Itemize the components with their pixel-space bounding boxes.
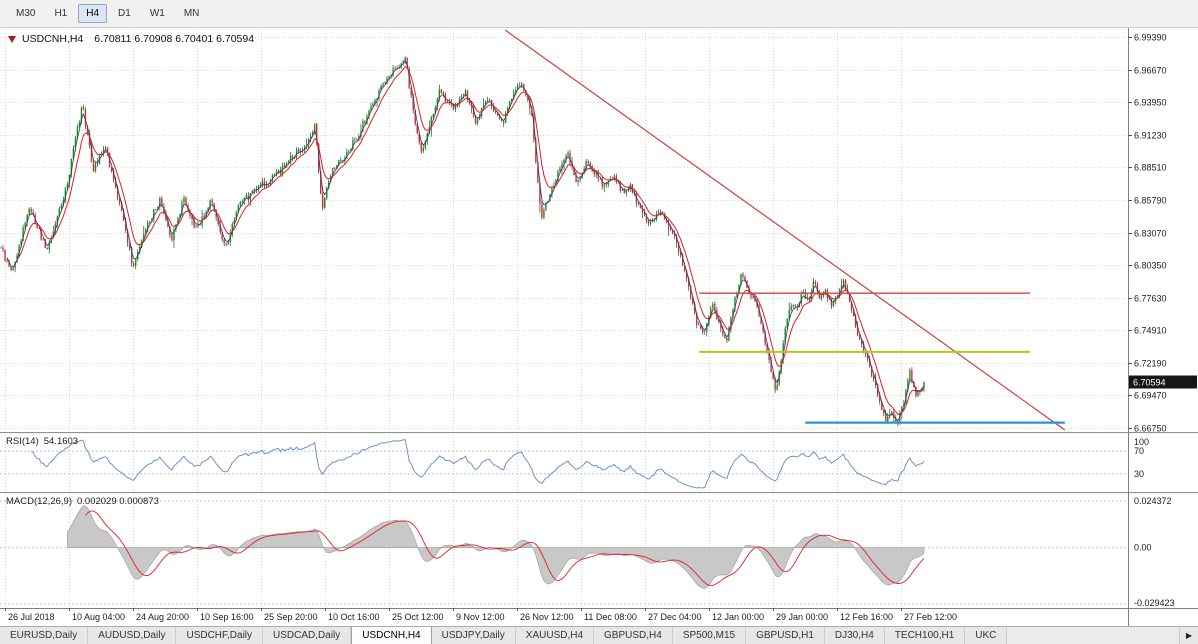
timeframe-button-w1[interactable]: W1 xyxy=(149,8,165,19)
svg-text:6.66750: 6.66750 xyxy=(1134,424,1167,434)
svg-text:6.93950: 6.93950 xyxy=(1134,98,1167,108)
candles-down xyxy=(0,57,917,423)
svg-text:12 Jan 00:00: 12 Jan 00:00 xyxy=(712,612,764,622)
ma-fast-line[interactable] xyxy=(16,66,925,415)
svg-text:6.77630: 6.77630 xyxy=(1134,294,1167,304)
one-click-trading-icon[interactable] xyxy=(8,35,16,43)
svg-text:30: 30 xyxy=(1134,469,1144,479)
svg-text:29 Jan 00:00: 29 Jan 00:00 xyxy=(776,612,828,622)
svg-text:11 Dec 08:00: 11 Dec 08:00 xyxy=(584,612,637,622)
chart-area[interactable]: 6.99390 6.96670 6.93950 6.91230 6.88510 6.857… xyxy=(0,28,1198,626)
svg-text:10 Sep 16:00: 10 Sep 16:00 xyxy=(200,612,254,622)
svg-text:6.96670: 6.96670 xyxy=(1134,66,1167,76)
timeframe-button-d1[interactable]: D1 xyxy=(118,8,131,19)
svg-text:6.85790: 6.85790 xyxy=(1134,196,1167,206)
svg-text:6.72190: 6.72190 xyxy=(1134,359,1167,369)
rsi-value: 54.1603 xyxy=(43,436,79,447)
rsi-line xyxy=(30,439,925,489)
timeframe-button-h1[interactable]: H1 xyxy=(54,8,68,19)
time-axis[interactable]: 26 Jul 2018 10 Aug 04:00 24 Aug 20:00 10 Se… xyxy=(5,608,958,622)
svg-text:-0.029423: -0.029423 xyxy=(1134,598,1175,608)
chart-tab-ukc[interactable]: UKC xyxy=(965,627,1008,644)
timeframe-button-m30[interactable]: M30 xyxy=(16,8,36,19)
candle-wicks xyxy=(0,56,925,427)
chart-tab-usdcnh-h4[interactable]: USDCNH,H4 xyxy=(351,627,432,644)
price-axis[interactable]: 6.99390 6.96670 6.93950 6.91230 6.88510 6.857… xyxy=(1128,33,1167,434)
rsi-title: RSI(14) xyxy=(6,436,39,447)
chart-tab-gbpusd-h1[interactable]: GBPUSD,H1 xyxy=(746,627,825,644)
macd-axis[interactable]: 0.024372 0.00 -0.029423 xyxy=(1134,496,1175,608)
timeframe-toolbar: M30 H1 H4 D1 W1 MN xyxy=(0,0,1198,28)
svg-text:26 Nov 12:00: 26 Nov 12:00 xyxy=(520,612,574,622)
vertical-grid xyxy=(5,30,902,608)
svg-text:27 Feb 12:00: 27 Feb 12:00 xyxy=(904,612,957,622)
candles-up xyxy=(6,57,925,423)
svg-text:0.024372: 0.024372 xyxy=(1134,496,1172,506)
svg-text:6.99390: 6.99390 xyxy=(1134,33,1167,43)
svg-text:100: 100 xyxy=(1134,437,1149,447)
chart-tab-eurusd-daily[interactable]: EURUSD,Daily xyxy=(0,627,89,644)
svg-text:0.00: 0.00 xyxy=(1134,543,1152,553)
rsi-level-lines xyxy=(0,450,1128,475)
chart-symbol-ohlc: USDCNH,H4 6.70811 6.70908 6.70401 6.7059… xyxy=(8,33,254,45)
svg-text:6.88510: 6.88510 xyxy=(1134,163,1167,173)
chart-tabs: EURUSD,Daily AUDUSD,Daily USDCHF,Daily USDC… xyxy=(0,627,1008,644)
chart-tab-usdjpy-daily[interactable]: USDJPY,Daily xyxy=(431,627,516,644)
rsi-indicator-label: RSI(14) 54.1603 xyxy=(6,436,78,447)
panel-splitters[interactable] xyxy=(0,432,1198,494)
svg-text:70: 70 xyxy=(1134,446,1144,456)
chart-tab-tech100-h1[interactable]: TECH100,H1 xyxy=(884,627,966,644)
ma-slow-line[interactable] xyxy=(6,59,925,422)
svg-text:6.83070: 6.83070 xyxy=(1134,229,1167,239)
svg-text:6.69470: 6.69470 xyxy=(1134,391,1167,401)
chart-tab-sp500-m15[interactable]: SP500,M15 xyxy=(672,627,747,644)
svg-text:10 Oct 16:00: 10 Oct 16:00 xyxy=(328,612,380,622)
chart-tab-dj30-h4[interactable]: DJ30,H4 xyxy=(824,627,885,644)
chart-tab-xauusd-h4[interactable]: XAUUSD,H4 xyxy=(515,627,595,644)
svg-text:6.74910: 6.74910 xyxy=(1134,326,1167,336)
timeframe-buttons: M30 H1 H4 D1 W1 MN xyxy=(8,4,207,23)
svg-text:24 Aug 20:00: 24 Aug 20:00 xyxy=(136,612,189,622)
svg-text:6.91230: 6.91230 xyxy=(1134,131,1167,141)
macd-title: MACD(12,26,9) xyxy=(6,496,72,507)
svg-text:10 Aug 04:00: 10 Aug 04:00 xyxy=(72,612,125,622)
chart-tab-bar: EURUSD,Daily AUDUSD,Daily USDCHF,Daily USDC… xyxy=(0,626,1198,644)
timeframe-button-mn[interactable]: MN xyxy=(183,8,200,19)
trendline[interactable] xyxy=(504,29,1066,431)
svg-text:25 Sep 20:00: 25 Sep 20:00 xyxy=(264,612,318,622)
svg-text:27 Dec 04:00: 27 Dec 04:00 xyxy=(648,612,702,622)
chart-tab-usdchf-daily[interactable]: USDCHF,Daily xyxy=(176,627,264,644)
ohlc-values: 6.70811 6.70908 6.70401 6.70594 xyxy=(94,33,255,45)
symbol-title: USDCNH,H4 xyxy=(22,33,84,45)
svg-text:9 Nov 12:00: 9 Nov 12:00 xyxy=(456,612,505,622)
macd-values: 0.002029 0.000873 xyxy=(77,496,159,507)
timeframe-button-h4[interactable]: H4 xyxy=(78,4,108,23)
svg-text:26 Jul 2018: 26 Jul 2018 xyxy=(8,612,55,622)
tab-scroll-right-icon[interactable]: ▶ xyxy=(1178,627,1198,644)
horizontal-grid xyxy=(0,37,1128,429)
macd-histogram xyxy=(67,505,925,589)
svg-text:12 Feb 16:00: 12 Feb 16:00 xyxy=(840,612,893,622)
svg-text:25 Oct 12:00: 25 Oct 12:00 xyxy=(392,612,444,622)
price-chart[interactable]: 6.99390 6.96670 6.93950 6.91230 6.88510 6.857… xyxy=(0,28,1198,626)
macd-indicator-label: MACD(12,26,9) 0.002029 0.000873 xyxy=(6,496,159,507)
current-price-tag: 6.70594 xyxy=(1129,375,1197,389)
macd-signal-line xyxy=(85,510,925,587)
chart-tab-gbpusd-h4[interactable]: GBPUSD,H4 xyxy=(594,627,673,644)
svg-text:6.70594: 6.70594 xyxy=(1133,378,1166,388)
chart-tab-usdcad-daily[interactable]: USDCAD,Daily xyxy=(263,627,352,644)
chart-tab-audusd-daily[interactable]: AUDUSD,Daily xyxy=(88,627,177,644)
svg-text:6.80350: 6.80350 xyxy=(1134,261,1167,271)
